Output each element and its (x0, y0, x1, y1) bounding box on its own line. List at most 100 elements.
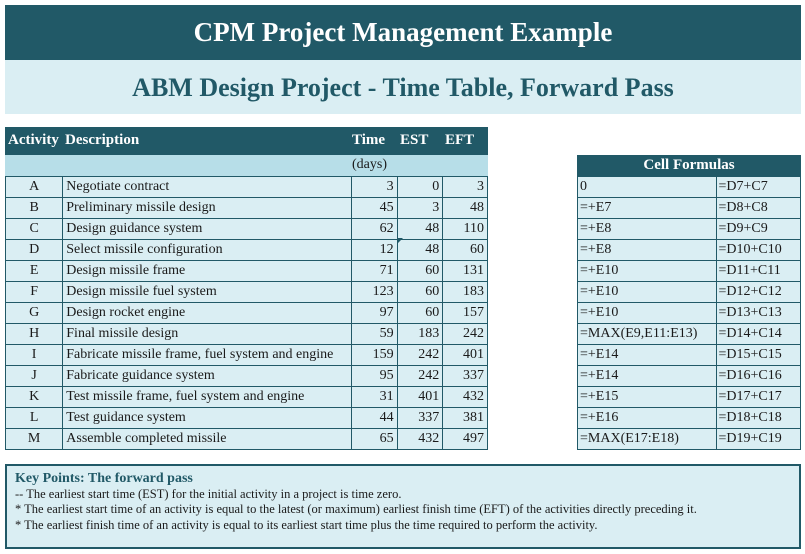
table-row: L Test guidance system 44 337 381 (4, 407, 488, 429)
key-points-box: Key Points: The forward pass -- The earl… (5, 464, 801, 549)
activity-cell: F (4, 281, 64, 303)
est-formula-cell: 0 (577, 176, 717, 198)
time-cell: 65 (350, 428, 398, 450)
units-row: (days) (5, 155, 488, 176)
eft-cell: 432 (442, 386, 488, 408)
description-cell: Design missile fuel system (62, 281, 352, 303)
time-cell: 159 (350, 344, 398, 366)
est-cell: 242 (396, 365, 444, 387)
header-time: Time (352, 132, 386, 148)
activity-cell: I (4, 344, 64, 366)
est-cell: 60 (396, 281, 444, 303)
formulas-header: Cell Formulas (577, 155, 801, 176)
est-formula-cell: =+E14 (577, 344, 717, 366)
eft-cell: 110 (442, 218, 488, 240)
est-formula-cell: =MAX(E9,E11:E13) (577, 323, 717, 345)
est-cell: 48 (396, 218, 444, 240)
eft-cell: 3 (442, 176, 488, 198)
description-cell: Design guidance system (62, 218, 352, 240)
time-cell: 95 (350, 365, 398, 387)
est-formula-cell: =+E15 (577, 386, 717, 408)
main-table-header: Activity Description Time EST EFT (5, 127, 488, 155)
table-row: E Design missile frame 71 60 131 (4, 260, 488, 282)
table-row: J Fabricate guidance system 95 242 337 (4, 365, 488, 387)
table-row: C Design guidance system 62 48 110 (4, 218, 488, 240)
table-row: =+E7 =D8+C8 (577, 197, 801, 219)
est-formula-cell: =MAX(E17:E18) (577, 428, 717, 450)
key-point-line: -- The earliest start time (EST) for the… (15, 486, 402, 501)
table-row: =+E14 =D15+C15 (577, 344, 801, 366)
description-cell: Test missile frame, fuel system and engi… (62, 386, 352, 408)
est-cell: 401 (396, 386, 444, 408)
time-cell: 71 (350, 260, 398, 282)
time-cell: 44 (350, 407, 398, 429)
eft-formula-cell: =D17+C17 (715, 386, 801, 408)
eft-cell: 157 (442, 302, 488, 324)
eft-formula-cell: =D11+C11 (715, 260, 801, 282)
eft-formula-cell: =D12+C12 (715, 281, 801, 303)
table-row: =MAX(E17:E18) =D19+C19 (577, 428, 801, 450)
activity-cell: L (4, 407, 64, 429)
est-cell: 337 (396, 407, 444, 429)
time-units: (days) (352, 157, 387, 172)
table-row: =+E8 =D10+C10 (577, 239, 801, 261)
est-cell: 3 (396, 197, 444, 219)
table-row: A Negotiate contract 3 0 3 (4, 176, 488, 198)
comment-indicator (397, 238, 403, 244)
activity-cell: E (4, 260, 64, 282)
activity-cell: H (4, 323, 64, 345)
description-cell: Negotiate contract (62, 176, 352, 198)
est-cell: 48 (396, 239, 444, 261)
table-row: =+E16 =D18+C18 (577, 407, 801, 429)
activity-cell: K (4, 386, 64, 408)
est-formula-cell: =+E8 (577, 218, 717, 240)
formulas-table: 0 =D7+C7 =+E7 =D8+C8 =+E8 =D9+C9 =+E8 =D10+C10 =… (577, 176, 801, 450)
est-cell: 60 (396, 302, 444, 324)
eft-cell: 60 (442, 239, 488, 261)
time-cell: 97 (350, 302, 398, 324)
activity-cell: A (4, 176, 64, 198)
eft-formula-cell: =D18+C18 (715, 407, 801, 429)
time-cell: 12 (350, 239, 398, 261)
eft-cell: 48 (442, 197, 488, 219)
time-cell: 59 (350, 323, 398, 345)
eft-formula-cell: =D8+C8 (715, 197, 801, 219)
table-row: =+E10 =D13+C13 (577, 302, 801, 324)
description-cell: Fabricate missile frame, fuel system and… (62, 344, 352, 366)
table-row: H Final missile design 59 183 242 (4, 323, 488, 345)
eft-cell: 337 (442, 365, 488, 387)
table-row: =MAX(E9,E11:E13) =D14+C14 (577, 323, 801, 345)
description-cell: Select missile configuration (62, 239, 352, 261)
activity-cell: B (4, 197, 64, 219)
time-cell: 3 (350, 176, 398, 198)
est-cell: 60 (396, 260, 444, 282)
table-row: B Preliminary missile design 45 3 48 (4, 197, 488, 219)
activity-cell: D (4, 239, 64, 261)
eft-cell: 401 (442, 344, 488, 366)
eft-formula-cell: =D13+C13 (715, 302, 801, 324)
key-points-title: Key Points: The forward pass (15, 471, 193, 486)
est-cell: 183 (396, 323, 444, 345)
eft-cell: 497 (442, 428, 488, 450)
eft-formula-cell: =D7+C7 (715, 176, 801, 198)
activity-cell: J (4, 365, 64, 387)
table-row: =+E15 =D17+C17 (577, 386, 801, 408)
description-cell: Assemble completed missile (62, 428, 352, 450)
time-cell: 123 (350, 281, 398, 303)
description-cell: Design missile frame (62, 260, 352, 282)
table-row: =+E10 =D11+C11 (577, 260, 801, 282)
eft-cell: 381 (442, 407, 488, 429)
eft-cell: 183 (442, 281, 488, 303)
table-row: K Test missile frame, fuel system and eng… (4, 386, 488, 408)
time-cell: 45 (350, 197, 398, 219)
table-row: =+E10 =D12+C12 (577, 281, 801, 303)
eft-cell: 131 (442, 260, 488, 282)
table-row: M Assemble completed missile 65 432 497 (4, 428, 488, 450)
description-cell: Final missile design (62, 323, 352, 345)
eft-formula-cell: =D15+C15 (715, 344, 801, 366)
activity-cell: G (4, 302, 64, 324)
table-row: G Design rocket engine 97 60 157 (4, 302, 488, 324)
est-cell: 0 (396, 176, 444, 198)
eft-formula-cell: =D19+C19 (715, 428, 801, 450)
est-formula-cell: =+E10 (577, 260, 717, 282)
